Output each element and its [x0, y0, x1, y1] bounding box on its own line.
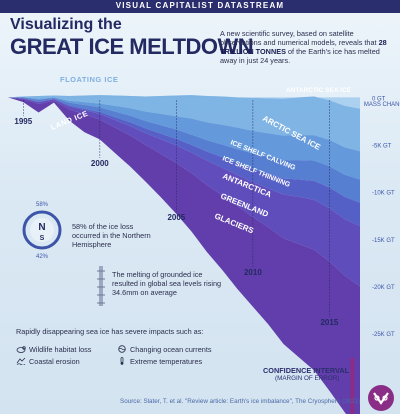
year-label: 2005 [167, 213, 185, 222]
impacts-title: Rapidly disappearing sea ice has severe … [16, 327, 204, 336]
impact-temperature: Extreme temperatures [117, 357, 202, 366]
hemisphere-text: 58% of the ice loss occurred in the Nort… [72, 222, 151, 249]
source-citation: Source: Slater, T. et al. "Review articl… [120, 398, 361, 405]
thermometer-icon [120, 357, 124, 365]
compass-core [30, 218, 54, 242]
intro-highlight: 28 TRILLION TONNES [220, 38, 387, 56]
series-area-arctic-sea-ice [8, 95, 360, 152]
impact-wildlife: Wildlife habitat loss [16, 345, 91, 354]
north-pct-label: 58% [36, 202, 49, 208]
group-label-floating-ice: FLOATING ICE [60, 75, 118, 84]
brand-label: VISUAL CAPITALIST DATASTREAM [115, 1, 285, 10]
confidence-legend-label: CONFIDENCE INTERVAL [263, 366, 350, 375]
impact-label: Extreme temperatures [130, 357, 203, 366]
series-area-glaciers [8, 97, 360, 414]
ruler-icon [97, 266, 105, 306]
y-tick-label: -10K GT [372, 191, 395, 197]
south-pct-label: 42% [36, 254, 49, 260]
year-label: 2010 [244, 268, 262, 277]
impact-erosion: Coastal erosion [16, 357, 80, 366]
impact-ocean: Changing ocean currents [117, 345, 212, 354]
brand-bar: VISUAL CAPITALIST DATASTREAM [0, 0, 400, 13]
y-tick-label: -15K GT [372, 238, 395, 244]
erosion-icon [16, 357, 26, 365]
margin-legend-label: (MARGIN OF ERROR) [275, 375, 340, 382]
title-line-2: GREAT ICE MELTDOWN [10, 34, 254, 59]
compass-ring [22, 210, 62, 250]
y-tick-label: -20K GT [372, 285, 395, 291]
compass-s: S [40, 235, 45, 242]
compass-n: N [38, 222, 45, 233]
impact-label: Wildlife habitat loss [29, 345, 92, 354]
y-tick-label: -5K GT [372, 144, 392, 150]
intro-text: A new scientific survey, based on satell… [220, 29, 390, 65]
y-tick-label: -25K GT [372, 332, 395, 338]
logo-mark-icon [373, 392, 389, 405]
wildlife-icon [16, 346, 26, 353]
ocean-current-icon [118, 345, 126, 353]
series-label-antarctic-sea-ice: ANTARCTIC SEA ICE [286, 87, 352, 94]
title-line-1: Visualizing the [10, 16, 122, 33]
series-area-ice-shelf-calving [8, 97, 360, 180]
y-axis-label: MASS CHANGE [364, 102, 400, 108]
vc-logo [368, 385, 394, 411]
year-label: 2015 [320, 318, 338, 327]
intro-post: of the Earth's ice has melted away in ju… [220, 47, 380, 65]
y-tick-label: 0 GT [372, 96, 386, 102]
hemisphere-compass: 58% N S 42% [22, 202, 62, 260]
year-label: 2000 [91, 159, 109, 168]
intro-pre: A new scientific survey, based on satell… [220, 29, 379, 47]
year-label: 1995 [14, 117, 32, 126]
sea-level-text: The melting of grounded ice resulted in … [112, 270, 222, 297]
impact-label: Coastal erosion [29, 357, 80, 366]
impact-label: Changing ocean currents [130, 345, 212, 354]
